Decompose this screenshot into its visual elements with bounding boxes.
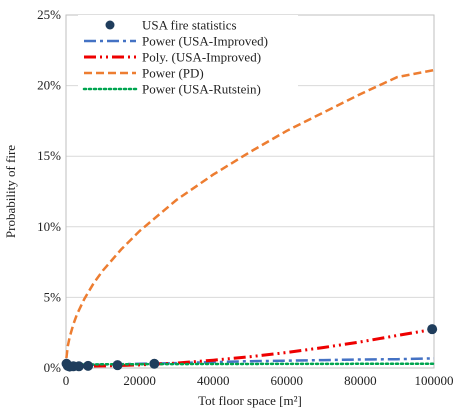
- data-point: [427, 324, 438, 335]
- data-point: [112, 360, 123, 371]
- x-tick-label: 60000: [271, 373, 304, 388]
- legend-entry: Power (PD): [142, 66, 204, 81]
- y-tick-label: 20%: [37, 78, 61, 93]
- series-line-power-pd: [65, 68, 435, 359]
- data-point: [83, 360, 94, 371]
- legend-entry: Power (USA-Improved): [142, 34, 268, 49]
- tick-labels: 0% 5% 10% 15% 20% 25% 0 20000 40000 60000 80000 100…: [37, 7, 453, 388]
- series-line-power-usa-rutstein: [64, 362, 436, 366]
- y-tick-label: 0%: [44, 360, 62, 375]
- gridlines: [66, 85, 434, 298]
- x-tick-label: 100000: [415, 373, 454, 388]
- data-point: [149, 358, 160, 369]
- legend-entry: USA fire statistics: [142, 18, 237, 33]
- y-tick-label: 10%: [37, 219, 61, 234]
- x-tick-label: 0: [63, 373, 70, 388]
- data-point: [73, 361, 84, 372]
- legend-entry: Power (USA-Rutstein): [142, 82, 261, 97]
- y-axis-label: Probability of fire: [3, 145, 18, 238]
- x-axis-label: Tot floor space [m²]: [198, 393, 302, 408]
- legend-marker: [105, 20, 115, 30]
- y-tick-label: 25%: [37, 7, 61, 22]
- series-layer: [61, 68, 438, 372]
- x-tick-label: 40000: [197, 373, 230, 388]
- x-tick-label: 80000: [344, 373, 377, 388]
- y-tick-label: 5%: [44, 289, 62, 304]
- legend-entry: Poly. (USA-Improved): [142, 50, 261, 65]
- x-tick-label: 20000: [123, 373, 156, 388]
- series-line-poly-usa-improved: [65, 327, 435, 368]
- y-tick-label: 15%: [37, 148, 61, 163]
